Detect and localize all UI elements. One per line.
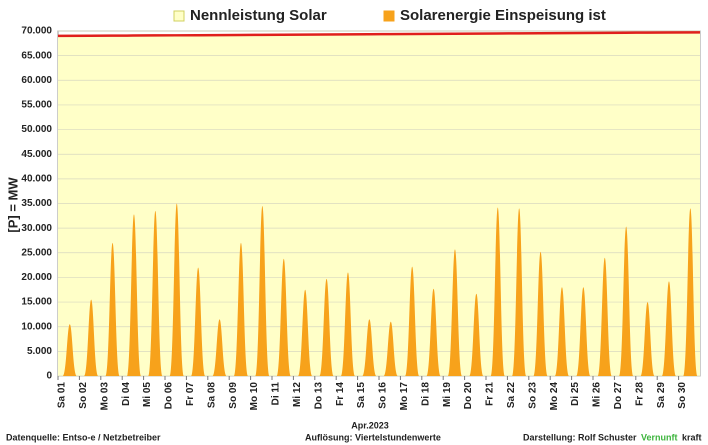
x-tick-label: Mi 12 xyxy=(292,382,303,407)
x-tick-label: Mo 03 xyxy=(99,382,110,411)
x-tick-label: So 30 xyxy=(677,382,688,409)
solar-day xyxy=(554,287,570,376)
y-axis-label: [P] = MW xyxy=(5,177,20,233)
x-tick-label: Di 04 xyxy=(121,382,132,406)
legend-swatch xyxy=(173,10,185,22)
x-tick-label: Do 13 xyxy=(313,382,324,410)
y-tick-label: 35.000 xyxy=(21,198,52,209)
solar-day xyxy=(298,289,313,376)
x-tick-label: Di 18 xyxy=(420,382,431,406)
solar-day xyxy=(447,249,463,376)
solar-day xyxy=(233,242,249,376)
x-tick-label: Di 11 xyxy=(271,382,282,406)
y-tick-label: 10.000 xyxy=(21,321,52,332)
solar-day xyxy=(512,208,527,376)
y-tick-label: 45.000 xyxy=(21,149,52,160)
solar-day xyxy=(62,324,77,376)
x-axis-label: Apr.2023 xyxy=(351,420,389,430)
y-tick-label: 65.000 xyxy=(21,50,52,61)
x-tick-label: Sa 22 xyxy=(506,382,517,409)
solar-day xyxy=(426,288,441,376)
y-tick-label: 15.000 xyxy=(21,297,52,308)
legend-label-1: Solarenergie Einspeisung ist xyxy=(400,7,606,24)
legend-label-0: Nennleistung Solar xyxy=(190,7,327,24)
x-tick-label: Fr 07 xyxy=(185,382,196,406)
y-tick-label: 40.000 xyxy=(21,173,52,184)
footer-resolution: Auflösung: Viertelstundenwerte xyxy=(305,432,441,442)
footer-brand-green: Vernunft xyxy=(641,432,678,442)
y-tick-label: 70.000 xyxy=(21,26,52,37)
x-tick-label: Di 25 xyxy=(570,382,581,406)
solar-day xyxy=(126,214,142,376)
x-tick-label: Sa 15 xyxy=(356,382,367,409)
y-tick-label: 25.000 xyxy=(21,247,52,258)
y-tick-label: 30.000 xyxy=(21,223,52,234)
solar-day xyxy=(148,210,163,376)
x-tick-label: So 23 xyxy=(527,382,538,409)
footer-brand-black: kraft xyxy=(682,432,702,442)
y-tick-label: 5.000 xyxy=(27,346,52,357)
solar-day xyxy=(619,226,634,376)
x-tick-label: Mi 26 xyxy=(592,382,603,407)
x-tick-label: Do 06 xyxy=(164,382,175,410)
solar-day xyxy=(597,257,612,376)
solar-day xyxy=(661,281,677,376)
x-tick-label: Fr 21 xyxy=(485,382,496,406)
footer-author: Darstellung: Rolf Schuster xyxy=(523,432,637,442)
solar-day xyxy=(405,266,420,376)
x-tick-label: Fr 14 xyxy=(335,382,346,406)
solar-day xyxy=(576,287,591,376)
x-tick-label: Sa 29 xyxy=(656,382,667,409)
legend-swatch xyxy=(383,10,395,22)
x-tick-label: So 16 xyxy=(378,382,389,409)
x-tick-label: Do 20 xyxy=(463,382,474,410)
solar-day xyxy=(640,302,655,376)
x-tick-label: Sa 08 xyxy=(206,382,217,409)
y-tick-label: 20.000 xyxy=(21,272,52,283)
y-tick-label: 60.000 xyxy=(21,75,52,86)
x-tick-label: Sa 01 xyxy=(57,382,68,409)
solar-day xyxy=(362,319,377,376)
x-tick-label: So 09 xyxy=(228,382,239,409)
y-tick-label: 0 xyxy=(46,371,52,382)
solar-day xyxy=(191,267,206,376)
y-tick-label: 55.000 xyxy=(21,100,52,111)
solar-day xyxy=(383,321,398,376)
solar-day xyxy=(84,299,99,376)
x-tick-label: So 02 xyxy=(78,382,89,409)
solar-day xyxy=(105,242,120,376)
footer-source: Datenquelle: Entso-e / Netzbetreiber xyxy=(6,432,161,442)
solar-day xyxy=(319,278,334,376)
x-tick-label: Mo 24 xyxy=(549,382,560,411)
solar-day xyxy=(469,293,484,376)
y-tick-label: 50.000 xyxy=(21,124,52,135)
solar-day xyxy=(533,251,548,376)
solar-day xyxy=(490,207,505,376)
capacity-line xyxy=(57,31,701,38)
x-tick-label: Mi 05 xyxy=(142,382,153,407)
x-tick-label: Do 27 xyxy=(613,382,624,410)
solar-day xyxy=(255,205,270,376)
x-tick-label: Mo 10 xyxy=(249,382,260,411)
x-tick-label: Fr 28 xyxy=(634,382,645,406)
solar-day xyxy=(276,258,291,376)
x-tick-label: Mi 19 xyxy=(442,382,453,407)
solar-day xyxy=(683,208,698,376)
solar-day xyxy=(340,272,356,376)
x-tick-label: Mo 17 xyxy=(399,382,410,411)
solar-day xyxy=(212,319,227,376)
solar-day xyxy=(169,203,184,376)
